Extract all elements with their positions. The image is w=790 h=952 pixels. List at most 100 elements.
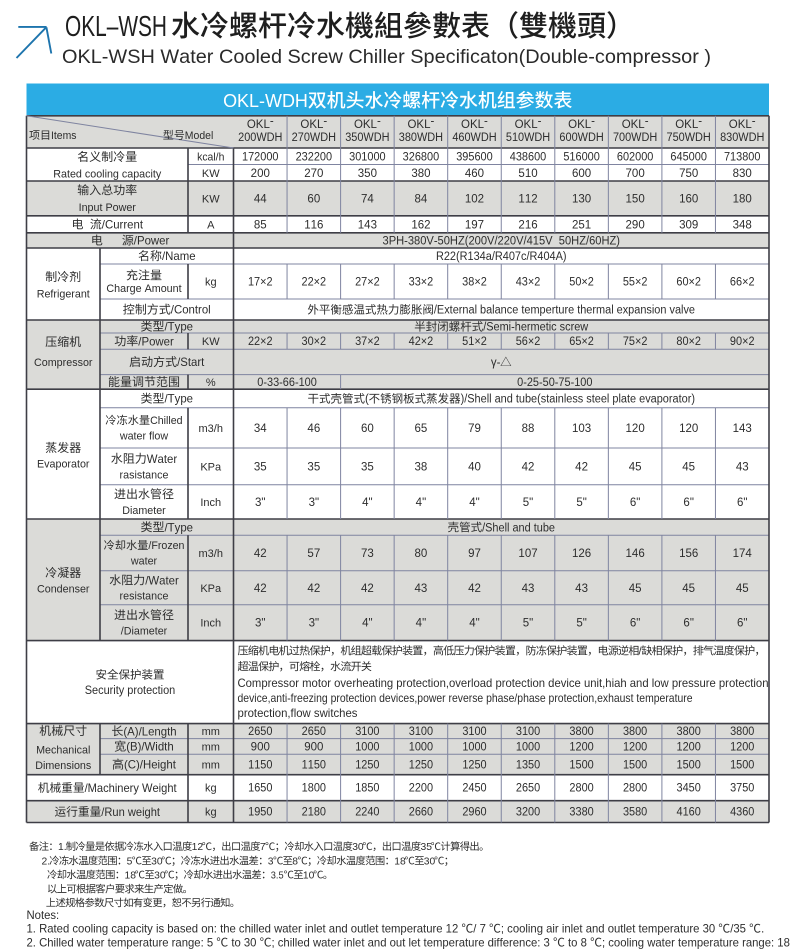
- svg-text:85: 85: [254, 219, 267, 231]
- svg-text:1350: 1350: [516, 759, 540, 771]
- svg-text:3750: 3750: [730, 783, 754, 795]
- svg-text:(: (: [365, 394, 369, 406]
- svg-text:30×2: 30×2: [302, 336, 327, 348]
- svg-text:146: 146: [626, 548, 645, 560]
- svg-text:4": 4": [469, 497, 479, 509]
- svg-text:m3/h: m3/h: [199, 423, 223, 435]
- svg-text:1200: 1200: [677, 741, 701, 753]
- svg-text:2660: 2660: [409, 807, 433, 819]
- svg-text:602000: 602000: [617, 151, 654, 163]
- svg-text:/Start: /Start: [177, 355, 205, 369]
- svg-text:35: 35: [421, 842, 433, 853]
- svg-text:4": 4": [416, 497, 426, 509]
- svg-text:56×2: 56×2: [516, 336, 541, 348]
- svg-text:Inch: Inch: [200, 618, 221, 630]
- svg-text:27×2: 27×2: [355, 277, 380, 289]
- svg-text:84: 84: [415, 193, 428, 205]
- svg-text:1000: 1000: [462, 741, 486, 753]
- svg-text:kg: kg: [205, 783, 217, 795]
- svg-text:to 8: to 8: [565, 936, 590, 950]
- svg-text:143: 143: [733, 423, 752, 435]
- svg-text:mm: mm: [202, 759, 220, 771]
- svg-text:device,anti-freezing protectio: device,anti-freezing protection devices,…: [238, 692, 693, 705]
- svg-text:/Run weight: /Run weight: [101, 806, 160, 819]
- svg-text:2650: 2650: [248, 726, 272, 738]
- svg-text:2240: 2240: [355, 807, 379, 819]
- svg-text:protection,flow switches: protection,flow switches: [238, 707, 358, 720]
- svg-text:22×2: 22×2: [302, 277, 327, 289]
- svg-text:35: 35: [307, 461, 320, 473]
- svg-text:45: 45: [736, 583, 749, 595]
- svg-text:R22(R134a/R407c/R404A): R22(R134a/R407c/R404A): [436, 251, 567, 263]
- svg-text:38×2: 38×2: [462, 277, 487, 289]
- svg-text:Inch: Inch: [200, 497, 221, 509]
- svg-text:6": 6": [683, 497, 693, 509]
- svg-text:1250: 1250: [462, 759, 486, 771]
- svg-text:35: 35: [361, 461, 374, 473]
- svg-text:45: 45: [629, 461, 642, 473]
- svg-text:/Semi-hermetic screw: /Semi-hermetic screw: [483, 322, 589, 334]
- svg-text:KPa: KPa: [200, 583, 222, 595]
- svg-text:m3/h: m3/h: [199, 548, 223, 560]
- svg-text:43: 43: [736, 461, 749, 473]
- svg-text:5": 5": [576, 497, 586, 509]
- svg-text:1. Rated cooling capacity is b: 1. Rated cooling capacity is based on: t…: [27, 922, 462, 936]
- svg-text:600WDH: 600WDH: [559, 132, 603, 144]
- svg-text:.: .: [761, 922, 764, 936]
- svg-text:1200: 1200: [623, 741, 647, 753]
- svg-text:66×2: 66×2: [730, 277, 755, 289]
- svg-text:/: /: [639, 646, 643, 658]
- svg-text:45: 45: [629, 583, 642, 595]
- svg-text:65×2: 65×2: [569, 336, 594, 348]
- svg-text:156: 156: [679, 548, 698, 560]
- svg-text:Condenser: Condenser: [37, 584, 90, 596]
- svg-text:42: 42: [254, 548, 267, 560]
- svg-text:750WDH: 750WDH: [667, 132, 711, 144]
- svg-text:126: 126: [572, 548, 591, 560]
- svg-text:KW: KW: [202, 193, 220, 205]
- svg-text:/Shell and tube: /Shell and tube: [482, 522, 555, 534]
- svg-text:30: 30: [424, 856, 436, 867]
- svg-text:2800: 2800: [569, 783, 593, 795]
- svg-text:40: 40: [468, 461, 481, 473]
- svg-text:43×2: 43×2: [516, 277, 541, 289]
- svg-text:Mechanical: Mechanical: [36, 745, 90, 757]
- svg-text:3100: 3100: [355, 726, 379, 738]
- svg-text:3": 3": [309, 497, 319, 509]
- svg-text:6": 6": [737, 497, 747, 509]
- svg-text:/Type: /Type: [165, 392, 194, 406]
- svg-text:3": 3": [309, 618, 319, 630]
- svg-text:30: 30: [154, 870, 166, 881]
- svg-text:65: 65: [415, 423, 428, 435]
- svg-text:3380: 3380: [569, 807, 593, 819]
- svg-text:750: 750: [679, 168, 698, 180]
- svg-text:Evaporator: Evaporator: [37, 459, 90, 471]
- svg-text:8: 8: [292, 856, 298, 867]
- svg-text:3PH-380V-50HZ(200V/220V/415V: 3PH-380V-50HZ(200V/220V/415V 50HZ/60HZ): [383, 236, 621, 248]
- svg-text:700: 700: [626, 168, 645, 180]
- svg-text:6": 6": [737, 618, 747, 630]
- svg-text:42: 42: [468, 583, 481, 595]
- svg-text:3200: 3200: [516, 807, 540, 819]
- svg-text:OKL–WSH: OKL–WSH: [65, 11, 167, 43]
- svg-text:830: 830: [733, 168, 752, 180]
- svg-text:/External balance temperture t: /External balance temperture thermal exp…: [434, 305, 695, 317]
- svg-text:OKL-WDH: OKL-WDH: [223, 91, 308, 112]
- svg-text:; chilled water inlet and out: ; chilled water inlet and out let temper…: [272, 936, 554, 950]
- svg-text:rasistance: rasistance: [120, 469, 169, 481]
- svg-text:KW: KW: [202, 168, 220, 180]
- svg-text:1500: 1500: [677, 759, 701, 771]
- svg-text:34: 34: [254, 423, 267, 435]
- svg-text:90×2: 90×2: [730, 336, 755, 348]
- svg-text:73: 73: [361, 548, 374, 560]
- svg-text:1650: 1650: [248, 783, 272, 795]
- svg-text:97: 97: [468, 548, 481, 560]
- svg-text:42: 42: [575, 461, 588, 473]
- svg-text:42: 42: [254, 583, 267, 595]
- svg-text:42: 42: [307, 583, 320, 595]
- svg-text:270: 270: [304, 168, 323, 180]
- svg-text:713800: 713800: [724, 151, 761, 163]
- svg-text:/Diameter: /Diameter: [121, 626, 168, 638]
- svg-text:/Control: /Control: [171, 303, 211, 317]
- svg-text:42: 42: [522, 461, 535, 473]
